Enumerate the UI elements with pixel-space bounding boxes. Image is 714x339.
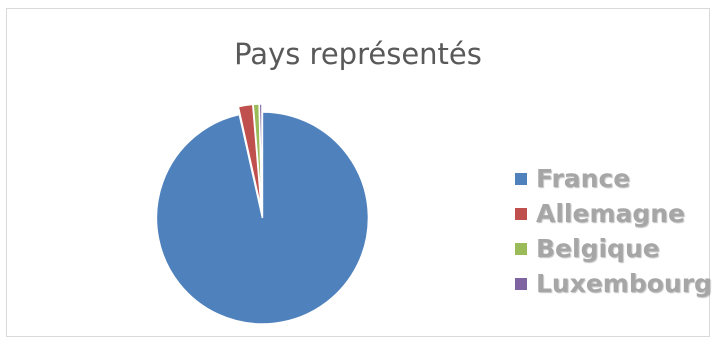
legend-label: Luxembourg (536, 269, 712, 298)
chart-frame: Pays représentés France Allemagne Belgique… (6, 8, 712, 337)
legend-swatch (515, 207, 527, 220)
legend-swatch (515, 172, 527, 185)
legend-item-france: France (515, 161, 712, 196)
legend-item-luxembourg: Luxembourg (515, 266, 712, 301)
legend-swatch (515, 277, 527, 290)
legend-label: France (536, 164, 631, 193)
legend-item-belgique: Belgique (515, 231, 712, 266)
legend-swatch (515, 242, 527, 255)
pie-slice-luxembourg (258, 103, 263, 211)
legend: France Allemagne Belgique Luxembourg (515, 161, 712, 301)
legend-label: Belgique (536, 234, 660, 263)
pie-chart (155, 103, 370, 325)
legend-label: Allemagne (536, 199, 686, 228)
chart-title: Pays représentés (234, 37, 482, 71)
pie-slice-france (155, 111, 370, 325)
legend-item-allemagne: Allemagne (515, 196, 712, 231)
